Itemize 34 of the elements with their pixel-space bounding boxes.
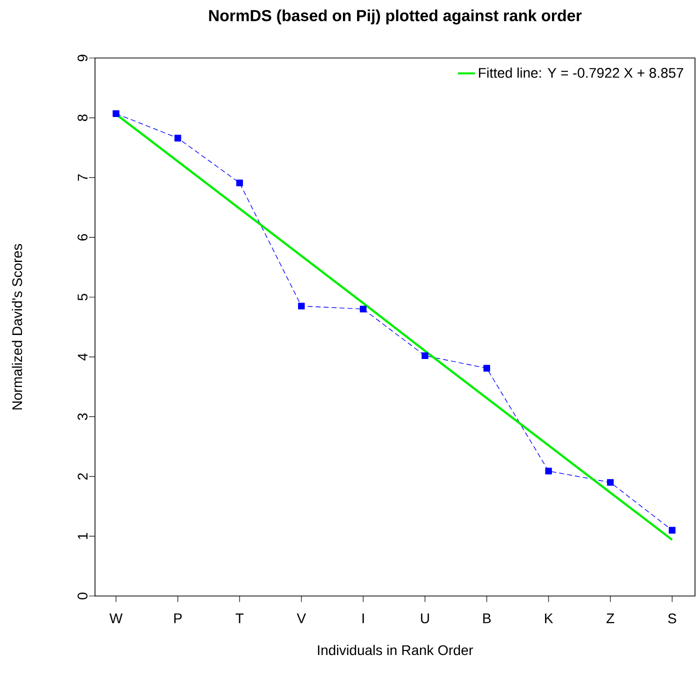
y-tick-label: 0 — [78, 592, 88, 600]
y-tick-label: 2 — [78, 473, 88, 480]
y-axis-title: Normalized David's Scores — [12, 244, 22, 410]
x-tick-label: I — [362, 614, 364, 624]
y-tick-label: 9 — [78, 54, 88, 62]
legend-label: Fitted line: Y = -0.7922 X + 8.857 — [478, 68, 684, 78]
point — [360, 306, 367, 312]
y-tick-label: 3 — [78, 413, 88, 420]
point — [545, 468, 552, 474]
point — [483, 364, 490, 372]
y-tick-label: 8 — [78, 114, 88, 122]
x-tick-label: U — [421, 614, 429, 624]
x-tick-label: T — [236, 614, 244, 624]
point — [298, 302, 305, 310]
point — [607, 479, 614, 486]
x-tick-label: V — [296, 614, 306, 624]
chart-title: NormDS (based on Pij) plotted against rank order — [209, 10, 582, 24]
point — [174, 134, 182, 142]
x-tick-label: B — [483, 614, 491, 624]
point — [422, 352, 428, 360]
x-tick-label: Z — [606, 614, 614, 624]
y-tick-label: 1 — [78, 533, 88, 540]
x-tick-label: P — [174, 614, 182, 624]
y-tick-label: 4 — [78, 353, 88, 360]
y-tick-label: 7 — [78, 174, 88, 181]
point — [236, 180, 243, 186]
point — [112, 110, 120, 117]
x-tick-label: S — [668, 614, 676, 624]
y-tick-label: 5 — [78, 294, 88, 300]
point — [668, 526, 676, 534]
x-tick-label: W — [109, 614, 123, 624]
y-tick-label: 6 — [78, 234, 88, 241]
x-axis-title: Individuals in Rank Order — [318, 644, 474, 656]
x-tick-label: K — [545, 614, 554, 624]
